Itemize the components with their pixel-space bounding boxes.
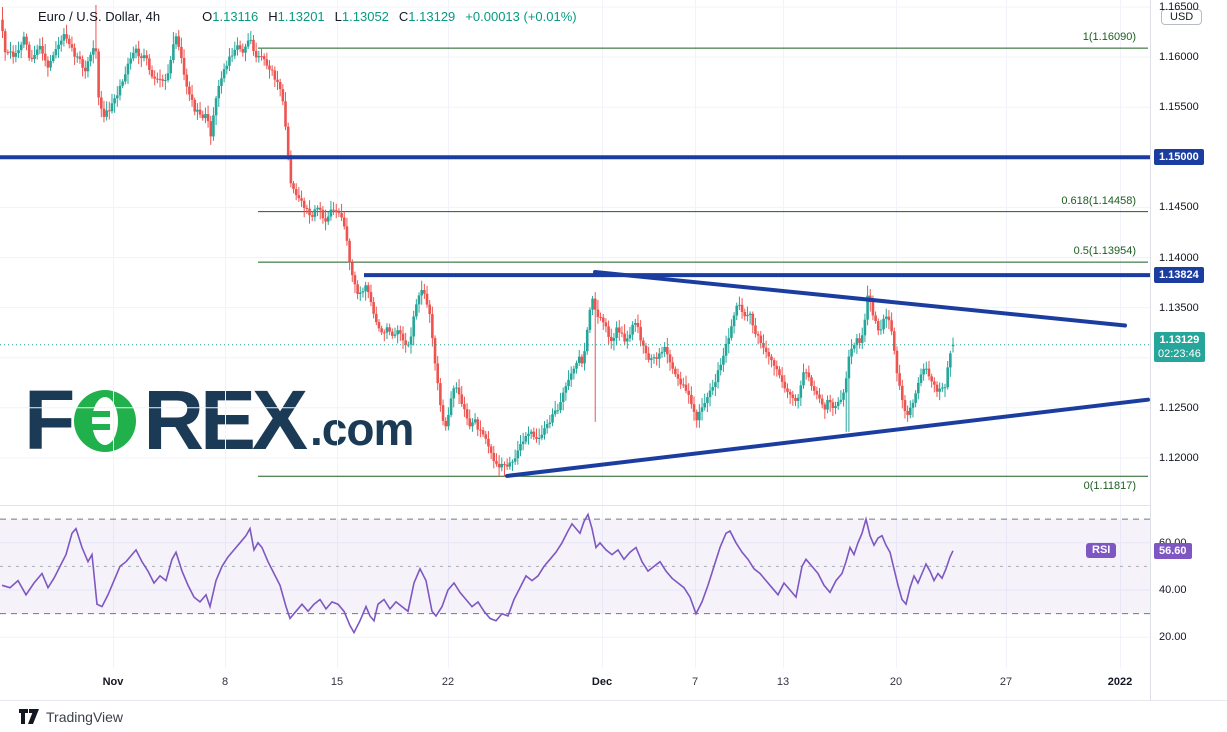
chart-region[interactable]: F REX .com Euro / U.S. Dollar, 4h O1.131… [0, 0, 1150, 700]
tradingview-icon [19, 709, 39, 724]
time-axis-label: 15 [330, 676, 344, 688]
symbol-title[interactable]: Euro / U.S. Dollar, 4h [38, 9, 161, 24]
time-axis-label: 13 [776, 676, 790, 688]
rsi-band [0, 519, 1150, 614]
ohlc-open: O1.13116 [202, 9, 259, 24]
ohlc-close: C1.13129 [398, 9, 456, 24]
currency-toggle-button[interactable]: USD [1161, 9, 1203, 25]
time-axis-label: Dec [591, 676, 613, 688]
time-axis-label: Nov [102, 676, 124, 688]
price-level-badge-1-15: 1.15000 [1154, 149, 1204, 166]
fib-label-0: 0(1.11817) [1083, 480, 1136, 493]
symbol-header: Euro / U.S. Dollar, 4h O1.13116 H1.13201… [38, 9, 577, 24]
time-axis-label: 20 [889, 676, 903, 688]
price-tick-label: 40.00 [1159, 584, 1187, 597]
price-tick-label: 1.14500 [1159, 201, 1199, 214]
candlesticks [1, 5, 955, 478]
time-axis[interactable]: Nov 8 15 22 Dec 7 13 20 27 2022 [0, 668, 1150, 700]
rsi-value-badge: 56.60 [1154, 542, 1192, 559]
price-chart-canvas[interactable] [0, 0, 1150, 700]
footer-bar: TradingView [0, 700, 1227, 732]
price-tick-label: 1.12000 [1159, 451, 1199, 464]
fib-label-05: 0.5(1.13954) [1073, 245, 1136, 258]
time-axis-label: 22 [441, 676, 455, 688]
price-axis[interactable]: USD 1.16500 1.16000 1.15500 1.14500 1.14000 1… [1150, 0, 1227, 700]
rsi-line [1, 512, 954, 635]
ohlc-high: H1.13201 [268, 9, 325, 24]
price-tick-label: 1.16000 [1159, 51, 1199, 64]
watermark-dot-com: .com [310, 403, 414, 455]
ohlc-low: L1.13052 [334, 9, 389, 24]
time-axis-label: 8 [221, 676, 229, 688]
trendline [593, 270, 1127, 328]
time-axis-label: 7 [691, 676, 699, 688]
candle-countdown: 02:23:46 [1158, 347, 1201, 360]
time-axis-label: 2022 [1107, 676, 1133, 688]
price-tick-label: 1.13500 [1159, 301, 1199, 314]
price-level-badge-1-13824: 1.13824 [1154, 267, 1204, 284]
last-price-badge: 1.13129 02:23:46 [1154, 331, 1205, 362]
rsi-name-badge: RSI [1086, 542, 1117, 558]
fib-label-1: 1(1.16090) [1082, 31, 1136, 44]
price-change: +0.00013 (+0.01%) [465, 9, 577, 24]
price-tick-label: 1.16500 [1159, 1, 1199, 13]
fib-retracement [258, 47, 1148, 477]
fib-label-0618: 0.618(1.14458) [1061, 194, 1136, 207]
last-price-value: 1.13129 [1159, 333, 1200, 346]
watermark-letter-f: F [24, 373, 75, 467]
price-tick-label: 1.12500 [1159, 401, 1199, 414]
tradingview-brand-text: TradingView [46, 708, 124, 725]
price-tick-label: 1.15500 [1159, 101, 1199, 114]
price-tick-label: 1.14000 [1159, 251, 1199, 264]
trendline [505, 397, 1150, 478]
price-tick-label: 20.00 [1159, 631, 1187, 644]
time-axis-label: 27 [999, 676, 1013, 688]
tradingview-logo-link[interactable]: TradingView [18, 708, 123, 725]
